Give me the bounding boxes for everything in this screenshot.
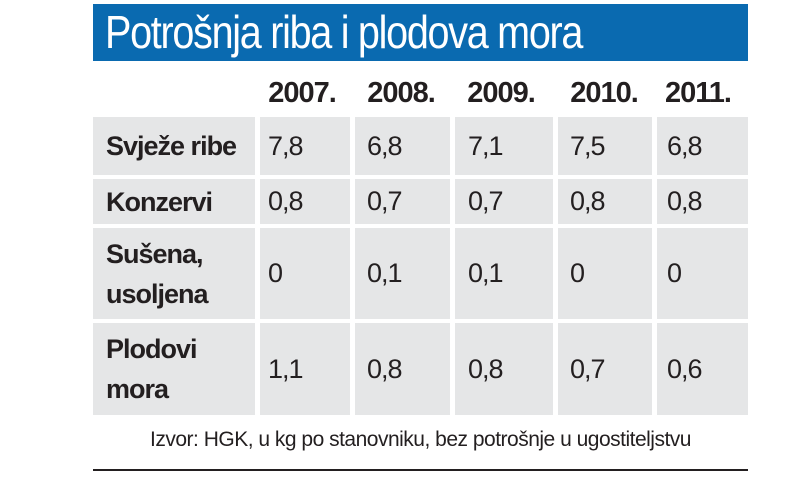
table-cell: 7,8 [268, 130, 304, 161]
column-divider [652, 228, 657, 319]
column-divider [553, 179, 558, 224]
column-divider [255, 323, 260, 415]
table-cell: 0,1 [468, 258, 504, 288]
row-label: Sušena, usoljena [106, 238, 209, 309]
column-divider [255, 117, 260, 175]
table-cell: 0 [667, 258, 682, 288]
table-row [93, 323, 748, 415]
column-divider [255, 179, 260, 224]
column-divider [553, 117, 558, 175]
table-cell: 0,7 [468, 186, 504, 216]
table-row [93, 228, 748, 319]
column-divider [350, 179, 355, 224]
table-row [93, 117, 748, 175]
column-divider [450, 117, 455, 175]
column-header-2011: 2011. [665, 77, 732, 109]
row-label: Konzervi [106, 186, 213, 217]
column-divider [553, 228, 558, 319]
table-cell: 7,5 [570, 130, 606, 161]
row-label: Svježe ribe [106, 131, 237, 161]
bottom-rule [93, 469, 748, 471]
column-divider [450, 228, 455, 319]
table-row [93, 179, 748, 224]
table-cell: 0,7 [367, 186, 403, 216]
column-divider [652, 117, 657, 175]
title-bar: Potrošnja riba i plodova mora [93, 4, 748, 61]
column-divider [255, 228, 260, 319]
column-divider [652, 179, 657, 224]
column-header-2007: 2007. [268, 77, 337, 109]
row-label: Plodovi mora [106, 334, 198, 404]
table-cell: 0,8 [570, 186, 606, 216]
column-header-2010: 2010. [570, 77, 639, 109]
table-cell: 0,1 [367, 258, 403, 288]
column-divider [450, 323, 455, 415]
column-divider [553, 323, 558, 415]
table-cell: 0,7 [570, 353, 606, 384]
column-divider [350, 117, 355, 175]
table-cell: 0,8 [468, 353, 504, 384]
column-divider [350, 323, 355, 415]
table-cell: 6,8 [667, 130, 703, 161]
table-title: Potrošnja riba i plodova mora [105, 6, 583, 58]
source-note: Izvor: HGK, u kg po stanovniku, bez potr… [150, 428, 691, 451]
column-header-2008: 2008. [367, 77, 436, 109]
table-cell: 0,8 [268, 186, 304, 216]
table-cell: 0 [570, 258, 585, 288]
table-cell: 0 [268, 258, 283, 288]
column-header-2009: 2009. [467, 77, 536, 109]
column-divider [350, 228, 355, 319]
table-cell: 0,6 [667, 353, 703, 384]
table-cell: 6,8 [367, 130, 403, 161]
table-cell: 7,1 [468, 130, 504, 161]
table-cell: 0,8 [667, 186, 703, 216]
column-divider [450, 179, 455, 224]
table-cell: 1,1 [268, 353, 304, 384]
column-divider [652, 323, 657, 415]
table-cell: 0,8 [367, 353, 403, 384]
